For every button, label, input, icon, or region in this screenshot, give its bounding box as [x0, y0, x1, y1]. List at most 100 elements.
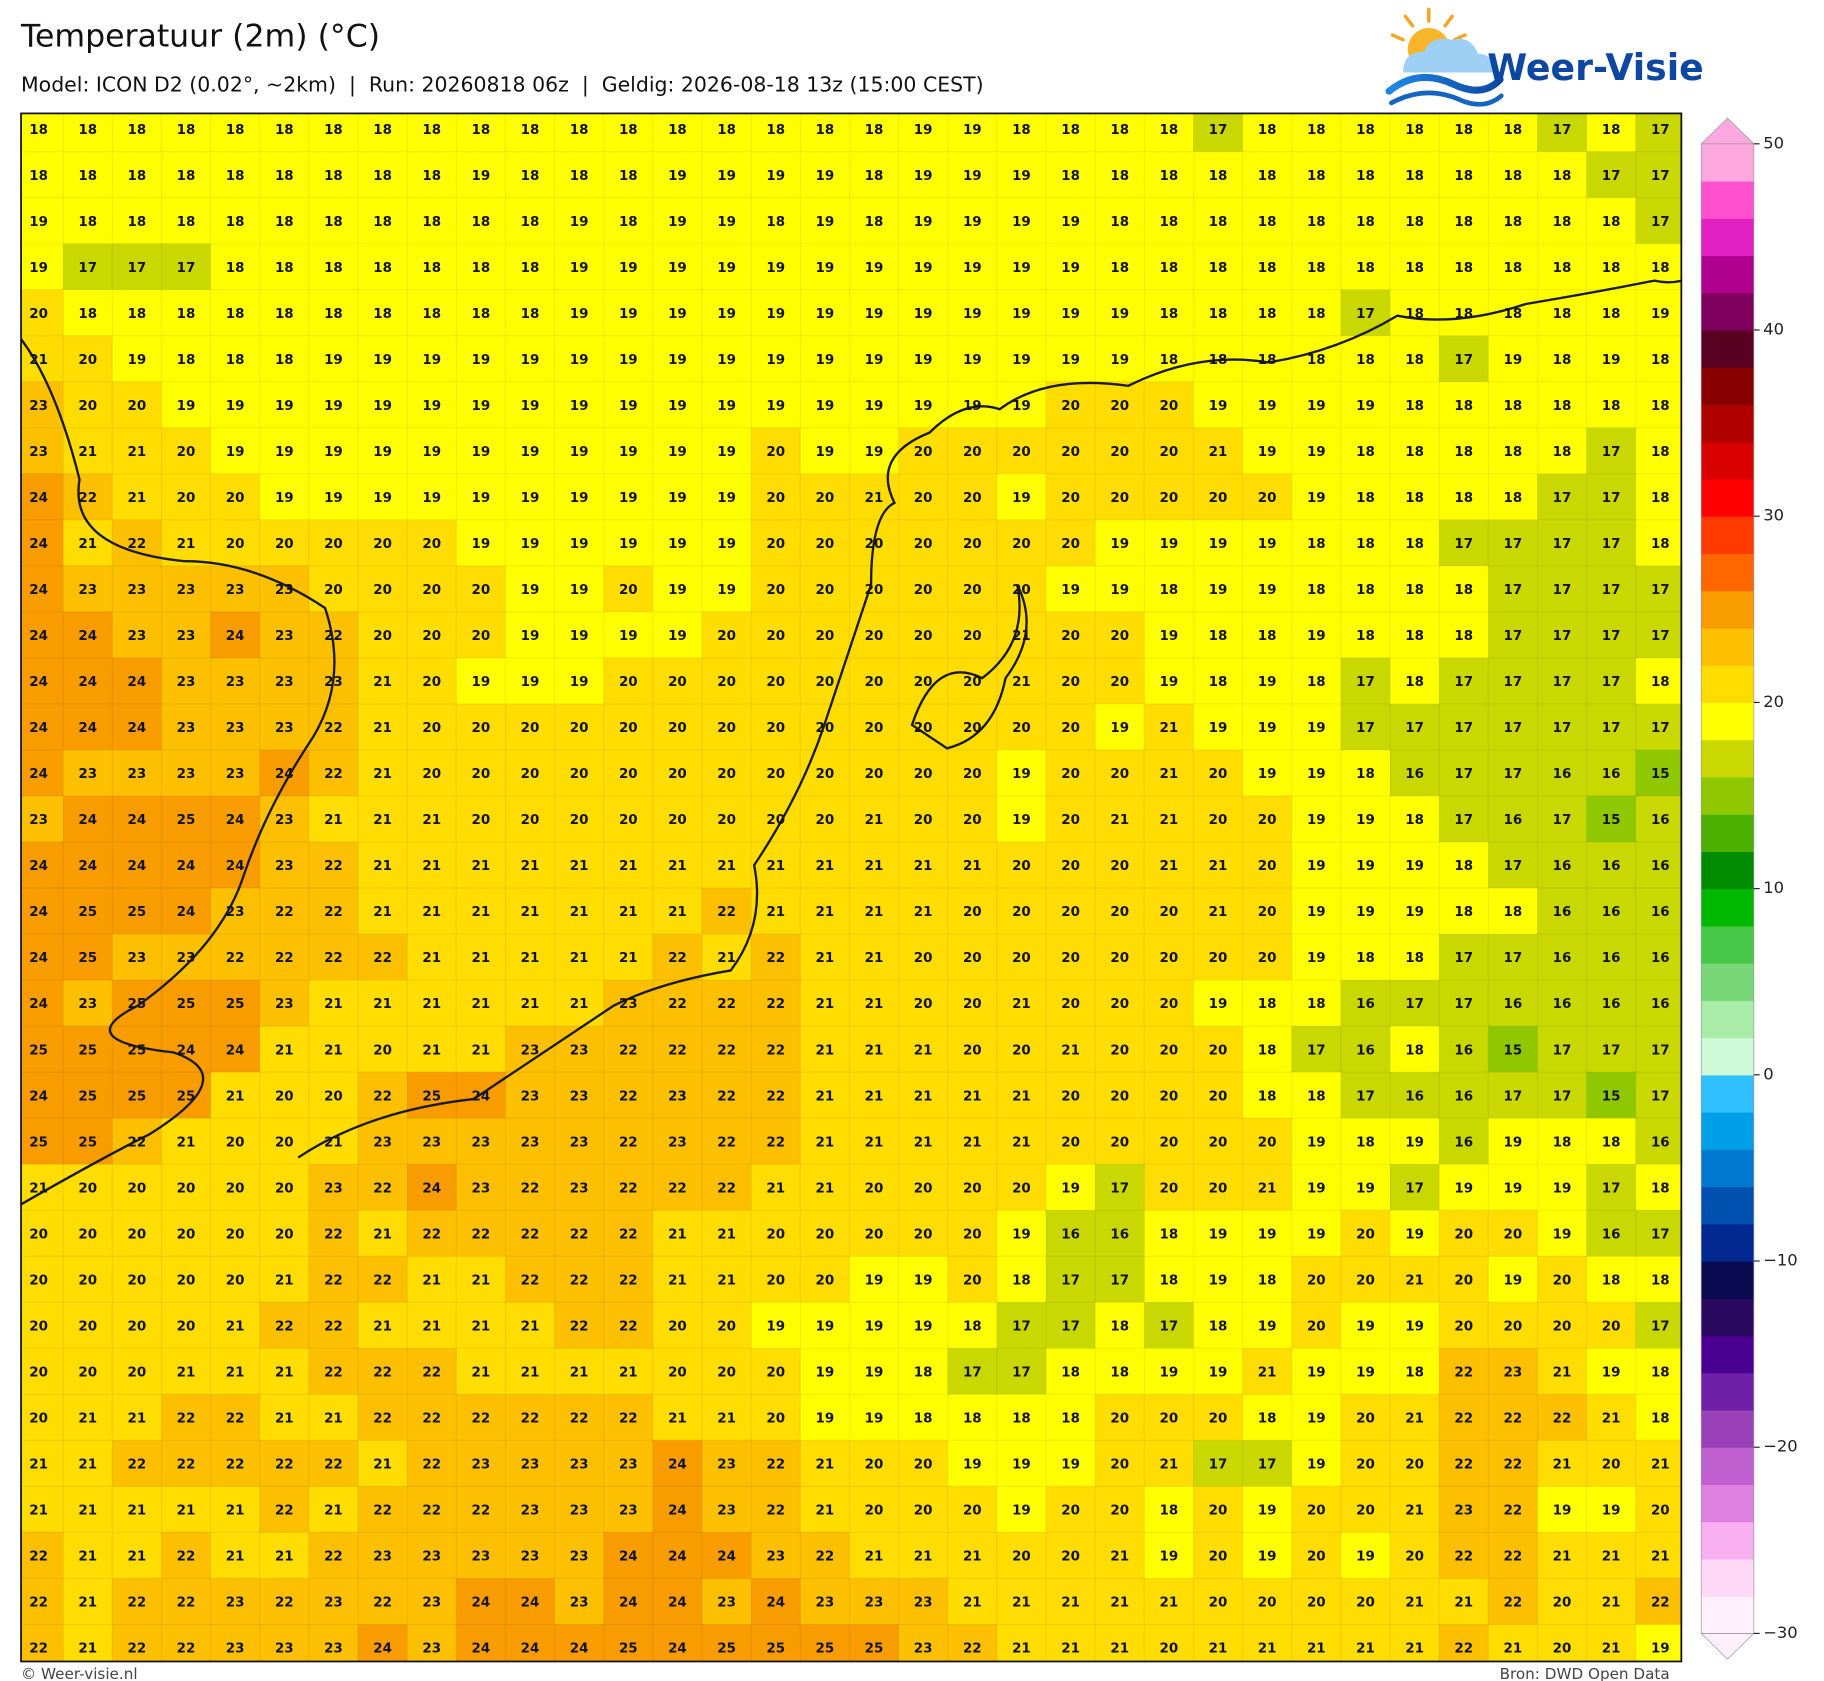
temperature-label: 20	[29, 1319, 48, 1334]
temperature-cell	[898, 1256, 949, 1303]
temperature-cell	[259, 113, 310, 153]
temperature-cell	[358, 749, 408, 797]
temperature-cell	[358, 565, 408, 613]
temperature-cell	[603, 1026, 654, 1073]
temperature-label: 18	[177, 123, 196, 138]
temperature-cell	[996, 335, 1047, 383]
temperature-cell	[1340, 1624, 1391, 1662]
temperature-label: 21	[1209, 905, 1228, 920]
temperature-label: 23	[226, 721, 245, 736]
temperature-cell	[1586, 197, 1637, 245]
temperature-label: 20	[1110, 445, 1129, 460]
temperature-label: 19	[472, 399, 491, 414]
temperature-label: 24	[29, 721, 48, 736]
temperature-cell	[21, 888, 64, 935]
temperature-cell	[210, 657, 261, 705]
temperature-label: 20	[963, 1227, 982, 1242]
temperature-cell	[898, 381, 949, 429]
temperature-cell	[1046, 1348, 1096, 1396]
temperature-label: 18	[1209, 629, 1228, 644]
temperature-label: 19	[766, 1319, 785, 1334]
coastlines	[21, 279, 1682, 1206]
temperature-label: 16	[1553, 859, 1572, 874]
temperature-cell	[407, 289, 458, 337]
temperature-label: 20	[963, 1504, 982, 1519]
temperature-cell	[456, 1302, 507, 1349]
colorbar-band	[1701, 1447, 1754, 1486]
temperature-label: 16	[1602, 767, 1621, 782]
temperature-label: 18	[1651, 445, 1670, 460]
temperature-label: 20	[668, 1319, 687, 1334]
colorbar-band	[1701, 1521, 1754, 1560]
temperature-cell	[947, 980, 998, 1027]
temperature-label: 18	[1258, 1043, 1277, 1058]
temperature-cell	[751, 1440, 802, 1488]
temperature-cell	[751, 1624, 802, 1662]
temperature-cell	[1635, 934, 1682, 981]
temperature-label: 19	[1209, 1227, 1228, 1242]
temperature-label: 18	[1160, 261, 1179, 276]
temperature-label: 20	[1012, 905, 1031, 920]
temperature-label: 19	[1307, 445, 1326, 460]
temperature-label: 17	[1651, 629, 1670, 644]
temperature-cell	[1488, 1486, 1539, 1534]
temperature-label: 18	[177, 169, 196, 184]
temperature-cell	[996, 1624, 1047, 1662]
temperature-label: 20	[865, 1227, 884, 1242]
temperature-cell	[308, 1072, 359, 1119]
temperature-label: 21	[963, 1550, 982, 1565]
temperature-label: 19	[570, 215, 589, 230]
temperature-label: 20	[29, 1365, 48, 1380]
temperature-cell	[1340, 703, 1391, 751]
temperature-label: 22	[128, 1642, 147, 1657]
temperature-label: 21	[717, 1411, 736, 1426]
temperature-label: 19	[570, 445, 589, 460]
temperature-cell	[996, 1348, 1047, 1396]
colorbar-band	[1701, 1596, 1754, 1634]
temperature-label: 20	[1356, 1596, 1375, 1611]
temperature-cell	[996, 703, 1047, 751]
temperature-cell	[1390, 289, 1440, 337]
temperature-label: 18	[1356, 445, 1375, 460]
temperature-cell	[996, 1072, 1047, 1119]
temperature-label: 19	[1504, 353, 1523, 368]
temperature-label: 16	[1405, 1089, 1424, 1104]
temperature-label: 17	[1651, 583, 1670, 598]
temperature-cell	[1144, 749, 1195, 797]
temperature-cell	[1340, 1348, 1391, 1396]
temperature-label: 20	[1160, 399, 1179, 414]
temperature-label: 22	[275, 905, 294, 920]
temperature-label: 18	[1209, 169, 1228, 184]
temperature-cell	[407, 1348, 458, 1396]
temperature-cell	[1046, 842, 1096, 889]
temperature-cell	[751, 1348, 802, 1396]
temperature-label: 19	[1307, 1365, 1326, 1380]
temperature-cell	[112, 1486, 163, 1534]
temperature-label: 21	[1356, 1642, 1375, 1657]
temperature-label: 21	[1307, 1642, 1326, 1657]
temperature-label: 18	[1307, 537, 1326, 552]
temperature-cell	[456, 519, 507, 567]
temperature-label: 19	[717, 399, 736, 414]
temperature-cell	[1340, 749, 1391, 797]
temperature-label: 21	[1553, 1458, 1572, 1473]
temperature-cell	[1193, 703, 1244, 751]
temperature-label: 18	[472, 123, 491, 138]
temperature-cell	[112, 197, 163, 245]
temperature-label: 20	[226, 1181, 245, 1196]
temperature-label: 20	[668, 813, 687, 828]
temperature-cell	[1193, 842, 1244, 889]
temperature-cell	[1635, 795, 1682, 843]
temperature-label: 17	[1651, 1227, 1670, 1242]
temperature-cell	[161, 611, 212, 659]
temperature-cell	[1537, 473, 1588, 521]
temperature-cell	[1586, 565, 1637, 613]
temperature-cell	[849, 1578, 900, 1626]
temperature-label: 18	[1405, 399, 1424, 414]
temperature-cell	[1193, 1440, 1244, 1488]
temperature-label: 21	[668, 1273, 687, 1288]
temperature-cell	[1488, 243, 1539, 291]
temperature-label: 19	[668, 445, 687, 460]
temperature-label: 20	[914, 813, 933, 828]
temperature-cell	[1095, 611, 1146, 659]
